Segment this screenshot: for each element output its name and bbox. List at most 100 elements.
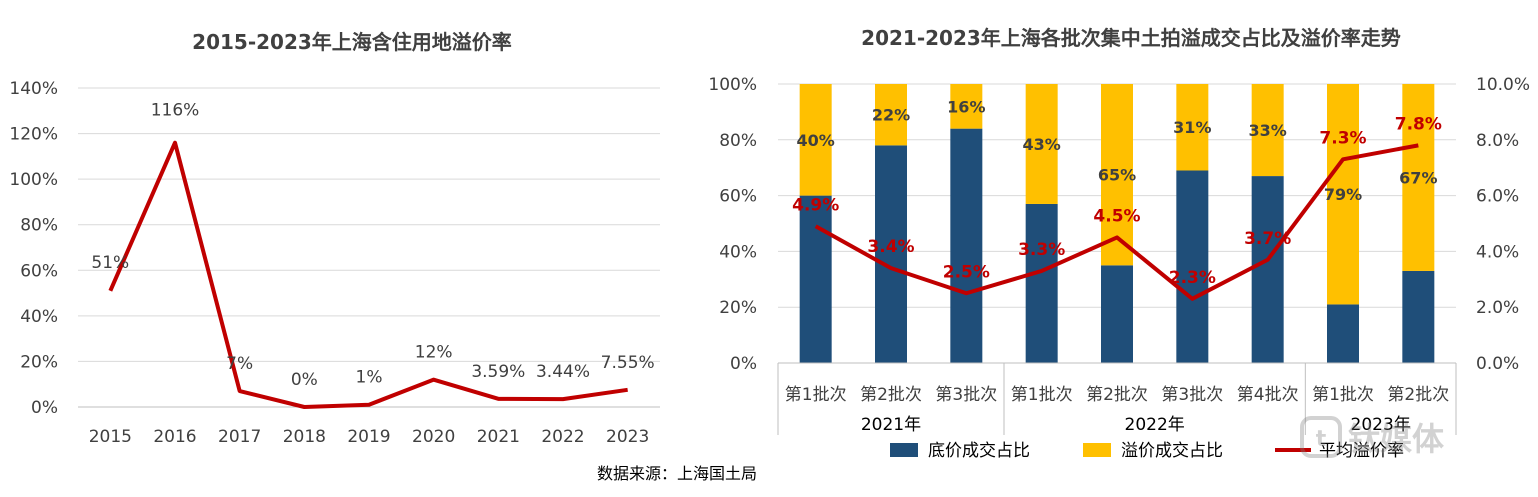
- data-source-note: 数据来源：上海国土局: [597, 464, 758, 483]
- legend-label: 平均溢价率: [1319, 441, 1404, 461]
- x-group-label: 2022年: [1125, 415, 1185, 435]
- watermark-icon: [1300, 416, 1342, 458]
- data-label: 3.44%: [536, 362, 590, 382]
- x-tick-label: 第2批次: [1387, 385, 1449, 405]
- bar-base-price-share: [950, 128, 983, 363]
- data-label: 1%: [356, 368, 383, 388]
- y-right-tick-label: 8.0%: [1476, 131, 1519, 151]
- bar-premium-share: [1251, 84, 1284, 177]
- x-tick-label: 2023: [606, 427, 649, 447]
- data-label: 12%: [415, 343, 453, 363]
- x-tick-label: 第3批次: [1161, 385, 1223, 405]
- y-right-tick-label: 0.0%: [1476, 354, 1519, 374]
- bar-base-price-share: [1176, 170, 1209, 363]
- chart2-title: 2021-2023年上海各批次集中土拍溢成交占比及溢价率走势: [861, 26, 1401, 50]
- bar-base-price-share: [1025, 203, 1058, 363]
- legend-swatch: [1083, 443, 1111, 457]
- premium-rate-line: [108, 140, 628, 409]
- data-label: 0%: [291, 370, 318, 390]
- watermark-logo: t 钛媒体: [1300, 416, 1444, 458]
- legend-label: 溢价成交占比: [1121, 441, 1223, 461]
- watermark-icon-glyph: t: [1316, 427, 1327, 452]
- line-data-label: 7.3%: [1319, 128, 1366, 148]
- y-tick-label: 140%: [9, 79, 58, 99]
- bar-base-price-share: [1251, 176, 1284, 363]
- bar-base-price-share: [1101, 265, 1133, 363]
- data-label: 7%: [226, 354, 253, 374]
- x-group-label: 2021年: [861, 415, 921, 435]
- line-data-label: 3.3%: [1018, 240, 1065, 260]
- bar-premium-share: [1402, 84, 1435, 271]
- line-data-label: 7.8%: [1395, 114, 1442, 134]
- x-tick-label: 2020: [412, 427, 455, 447]
- y-tick-label: 0%: [31, 398, 58, 418]
- bar-data-label: 22%: [872, 106, 910, 125]
- y-tick-label: 40%: [20, 307, 58, 327]
- x-tick-label: 2019: [347, 427, 390, 447]
- data-label: 7.55%: [601, 353, 655, 373]
- x-tick-label: 第4批次: [1237, 385, 1299, 405]
- bar-data-label: 67%: [1399, 168, 1437, 187]
- bar-data-label: 16%: [947, 97, 985, 116]
- y-left-tick-label: 40%: [719, 242, 757, 262]
- y-left-tick-label: 100%: [708, 75, 757, 95]
- bar-data-label: 65%: [1098, 166, 1136, 185]
- x-tick-label: 第1批次: [785, 385, 847, 405]
- legend-label: 底价成交占比: [928, 441, 1030, 461]
- x-group-label: 2023年: [1351, 415, 1411, 435]
- line-data-label: 4.9%: [792, 195, 839, 215]
- x-tick-label: 第3批次: [935, 385, 997, 405]
- x-tick-label: 2018: [283, 427, 326, 447]
- bar-data-label: 40%: [797, 131, 835, 150]
- y-right-tick-label: 10.0%: [1476, 75, 1530, 95]
- legend-swatch: [890, 443, 918, 457]
- bar-base-price-share: [1402, 270, 1435, 363]
- bar-premium-share: [1025, 84, 1058, 204]
- line-data-label: 2.5%: [943, 262, 990, 282]
- line-data-label: 4.5%: [1093, 206, 1140, 226]
- bar-premium-share: [950, 84, 983, 129]
- y-left-tick-label: 60%: [719, 187, 757, 207]
- watermark-text: 钛媒体: [1348, 420, 1444, 458]
- x-tick-label: 2022: [541, 427, 584, 447]
- bar-premium-share: [1176, 84, 1209, 171]
- bar-base-price-share: [1327, 304, 1359, 363]
- y-right-tick-label: 4.0%: [1476, 242, 1519, 262]
- bar-base-price-share: [799, 195, 832, 363]
- x-tick-label: 第2批次: [860, 385, 922, 405]
- data-label: 51%: [91, 253, 129, 273]
- bar-premium-share: [799, 84, 832, 196]
- y-tick-label: 80%: [20, 216, 58, 236]
- bar-base-price-share: [875, 145, 907, 363]
- y-left-tick-label: 0%: [730, 354, 757, 374]
- batch-share-combo-chart: 2021-2023年上海各批次集中土拍溢成交占比及溢价率走势 0% 20% 40% 6…: [708, 26, 1530, 461]
- data-label: 3.59%: [471, 362, 525, 382]
- bar-data-label: 79%: [1324, 185, 1362, 204]
- avg-premium-rate-line: [814, 143, 1419, 301]
- x-tick-label: 2016: [153, 427, 196, 447]
- x-tick-label: 第2批次: [1086, 385, 1148, 405]
- bar-data-label: 33%: [1249, 121, 1287, 140]
- premium-rate-line-chart: 2015-2023年上海含住用地溢价率 0% 20% 40% 60% 80% 100% 12…: [9, 30, 660, 447]
- y-right-tick-label: 6.0%: [1476, 187, 1519, 207]
- x-tick-label: 第1批次: [1011, 385, 1073, 405]
- bar-premium-share: [1327, 84, 1359, 305]
- line-data-label: 2.3%: [1169, 268, 1216, 288]
- y-right-tick-label: 2.0%: [1476, 298, 1519, 318]
- y-left-tick-label: 20%: [719, 298, 757, 318]
- bar-premium-share: [875, 84, 907, 146]
- bar-data-label: 31%: [1173, 118, 1211, 137]
- x-tick-label: 2015: [89, 427, 132, 447]
- y-left-tick-label: 80%: [719, 131, 757, 151]
- line-data-label: 3.7%: [1244, 229, 1291, 249]
- data-label: 116%: [151, 101, 200, 121]
- y-tick-label: 100%: [9, 170, 58, 190]
- chart1-title: 2015-2023年上海含住用地溢价率: [192, 30, 512, 54]
- y-tick-label: 20%: [20, 352, 58, 372]
- x-tick-label: 2021: [477, 427, 520, 447]
- bar-premium-share: [1101, 84, 1133, 266]
- y-tick-label: 60%: [20, 261, 58, 281]
- y-tick-label: 120%: [9, 125, 58, 145]
- bar-data-label: 43%: [1023, 135, 1061, 154]
- x-tick-label: 2017: [218, 427, 261, 447]
